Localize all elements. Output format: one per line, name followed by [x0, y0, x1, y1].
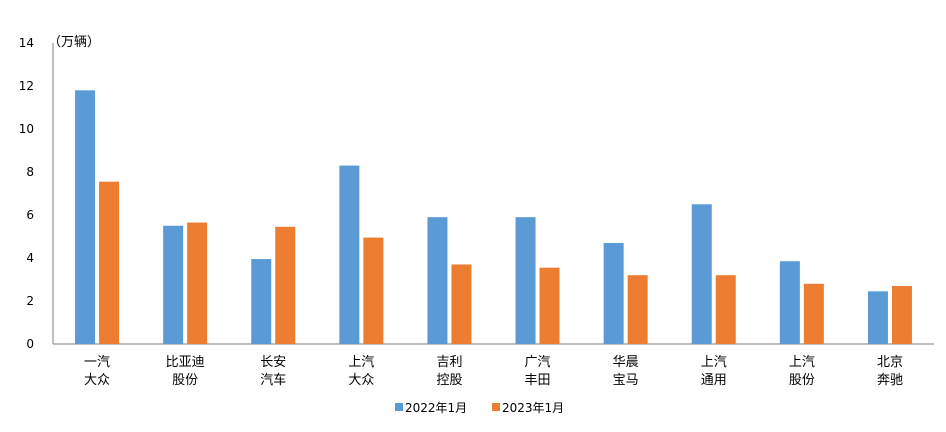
x-category-label: 长安 [260, 355, 286, 370]
y-tick-label: 2 [26, 294, 34, 308]
y-tick-label: 0 [26, 337, 34, 351]
bar-2-2 [187, 222, 208, 344]
x-category-label: 上汽 [701, 355, 727, 370]
x-category-label: 吉利 [436, 355, 462, 370]
bar-1-3 [251, 259, 272, 344]
bar-1-1 [75, 90, 96, 344]
bar-1-7 [603, 242, 624, 344]
y-tick-label: 10 [19, 122, 34, 136]
bars [75, 90, 912, 344]
y-tick-label: 12 [19, 79, 34, 93]
x-category-label: 宝马 [613, 373, 639, 388]
bar-1-2 [163, 225, 184, 344]
x-category-label: 股份 [789, 373, 815, 388]
bar-2-6 [539, 267, 560, 344]
y-axis-ticks: 0 2 4 6 8 10 12 14 [19, 36, 34, 351]
bar-2-9 [803, 283, 824, 344]
x-category-label: 广汽 [525, 355, 551, 370]
x-category-label: 奔驰 [877, 373, 903, 388]
x-category-label: 上汽 [348, 355, 374, 370]
x-category-label: 大众 [348, 373, 374, 388]
bar-2-4 [363, 237, 384, 344]
legend-label: 2022年1月 [405, 401, 467, 415]
x-category-label: 股份 [172, 373, 198, 388]
bar-2-10 [891, 285, 912, 344]
bar-2-1 [99, 181, 120, 344]
bar-1-10 [867, 291, 888, 344]
legend-swatch [395, 403, 403, 411]
x-category-label: 北京 [877, 355, 903, 370]
bar-2-5 [451, 264, 472, 344]
x-category-label: 通用 [701, 373, 727, 388]
y-tick-label: 6 [26, 208, 34, 222]
bar-1-5 [427, 217, 448, 344]
x-category-label: 汽车 [260, 372, 286, 388]
x-category-label: 丰田 [525, 373, 551, 388]
bar-1-9 [779, 261, 800, 344]
x-category-label: 上汽 [789, 355, 815, 370]
x-category-label: 控股 [436, 373, 462, 388]
x-category-label: 大众 [84, 373, 110, 388]
y-tick-label: 4 [26, 251, 34, 265]
y-tick-label: 14 [19, 36, 34, 50]
x-category-label: 比亚迪 [166, 355, 205, 370]
legend-label: 2023年1月 [502, 401, 564, 415]
bar-2-8 [715, 275, 736, 344]
bar-1-4 [339, 165, 360, 344]
y-tick-label: 8 [26, 165, 34, 179]
bar-2-7 [627, 275, 648, 344]
legend: 2022年1月 2023年1月 [395, 401, 564, 415]
x-category-label: 一汽 [84, 355, 110, 370]
bar-2-3 [275, 226, 296, 344]
x-category-label: 华晨 [613, 355, 639, 370]
bar-1-6 [515, 217, 536, 344]
bar-1-8 [691, 204, 712, 344]
y-unit-label: （万辆） [48, 35, 100, 50]
axes [52, 43, 934, 345]
legend-swatch [492, 403, 500, 411]
